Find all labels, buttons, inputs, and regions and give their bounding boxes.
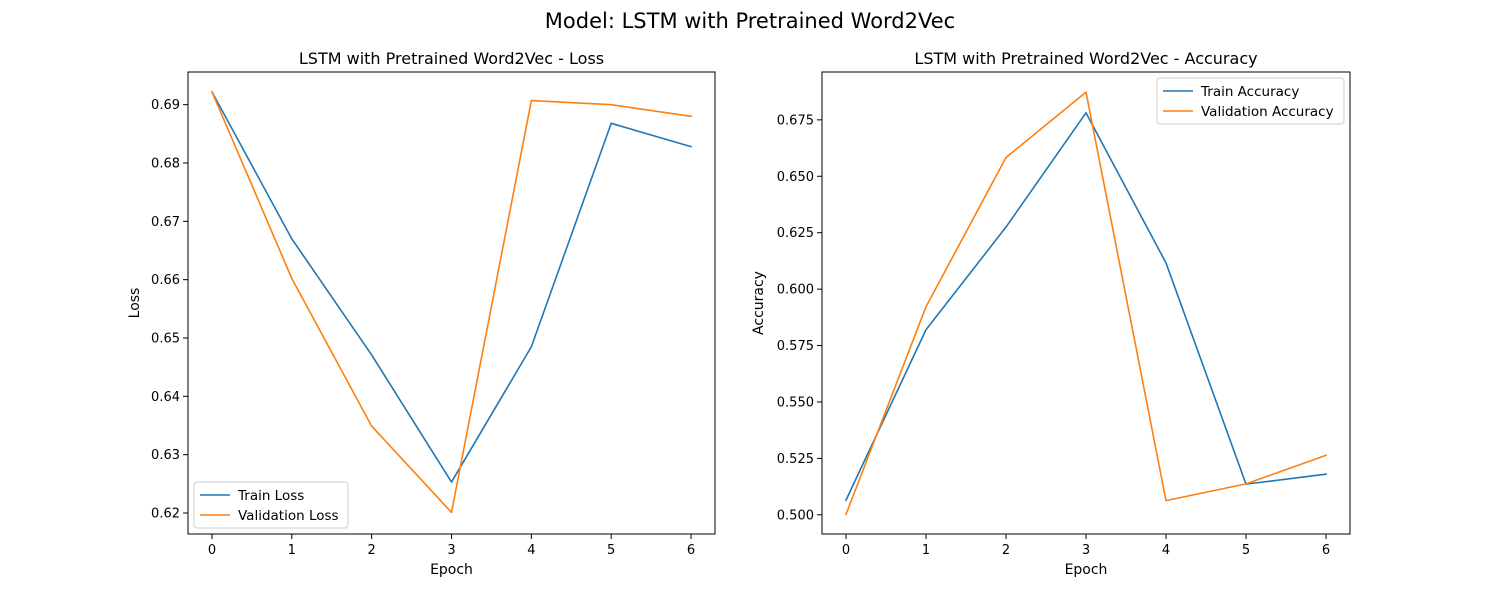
accuracy-x-tick-label: 3 [1082,543,1090,558]
accuracy-x-tick-label: 5 [1242,543,1250,558]
loss-x-tick-label: 6 [687,543,695,558]
loss-y-tick-label: 0.67 [151,215,180,230]
accuracy-x-tick-label: 2 [1002,543,1010,558]
loss-y-tick-label: 0.65 [151,332,180,347]
figure-title: Model: LSTM with Pretrained Word2Vec [545,9,955,33]
accuracy-legend-frame [1156,77,1345,125]
accuracy-x-axis-label: Epoch [1065,562,1108,578]
loss-series-line-train-loss [210,90,693,483]
accuracy-legend-label: Validation Accuracy [1201,104,1334,120]
accuracy-legend-label: Train Accuracy [1200,84,1299,100]
loss-y-tick-label: 0.63 [151,448,180,463]
accuracy-ticks: 0 1 2 3 4 5 6 0.500 0.525 0.550 0.575 0.600 0.625 0.6… [777,113,1330,558]
accuracy-subplot-title: LSTM with Pretrained Word2Vec - Accuracy [914,49,1257,68]
loss-lines [210,90,693,514]
accuracy-y-axis-label: Accuracy [751,271,767,335]
loss-subplot: LSTM with Pretrained Word2Vec - Loss 0 1 2… [127,49,716,578]
loss-x-tick-label: 4 [527,543,535,558]
accuracy-y-tick-label: 0.675 [777,113,814,128]
accuracy-y-tick-label: 0.500 [777,508,814,523]
loss-y-tick-label: 0.64 [151,390,180,405]
loss-y-axis-label: Loss [127,288,143,319]
accuracy-y-tick-label: 0.575 [777,339,814,354]
loss-legend-frame [193,481,349,529]
accuracy-y-tick-label: 0.550 [777,395,814,410]
accuracy-plot-frame [821,71,1351,535]
loss-y-tick-label: 0.68 [151,157,180,172]
loss-y-tick-label: 0.69 [151,98,180,113]
accuracy-y-tick-label: 0.650 [777,170,814,185]
accuracy-y-tick-label: 0.600 [777,283,814,298]
loss-x-axis-label: Epoch [430,562,473,578]
accuracy-x-tick-label: 6 [1322,543,1330,558]
accuracy-series-line-validation-accuracy [844,91,1328,516]
loss-plot-frame [187,71,716,535]
loss-y-tick-label: 0.66 [151,273,180,288]
loss-legend: Train Loss Validation Loss [193,481,349,529]
accuracy-x-tick-label: 0 [842,543,850,558]
accuracy-x-tick-label: 4 [1162,543,1170,558]
loss-x-tick-label: 2 [368,543,376,558]
accuracy-legend: Train Accuracy Validation Accuracy [1156,77,1345,125]
accuracy-x-tick-label: 1 [922,543,930,558]
loss-x-tick-label: 1 [288,543,296,558]
loss-x-tick-label: 5 [607,543,615,558]
loss-y-tick-label: 0.62 [151,507,180,522]
accuracy-y-tick-label: 0.525 [777,452,814,467]
loss-x-tick-label: 0 [208,543,216,558]
loss-subplot-title: LSTM with Pretrained Word2Vec - Loss [299,49,604,68]
loss-series-line-validation-loss [210,90,692,514]
accuracy-subplot: LSTM with Pretrained Word2Vec - Accuracy… [751,49,1351,578]
loss-x-tick-label: 3 [447,543,455,558]
accuracy-y-tick-label: 0.625 [777,226,814,241]
loss-legend-label: Validation Loss [238,508,339,524]
loss-legend-label: Train Loss [237,488,304,504]
accuracy-lines [844,91,1328,516]
loss-ticks: 0 1 2 3 4 5 6 0.62 0.63 0.64 0.65 0.66 0.67 0.68 0.69 [151,98,695,558]
